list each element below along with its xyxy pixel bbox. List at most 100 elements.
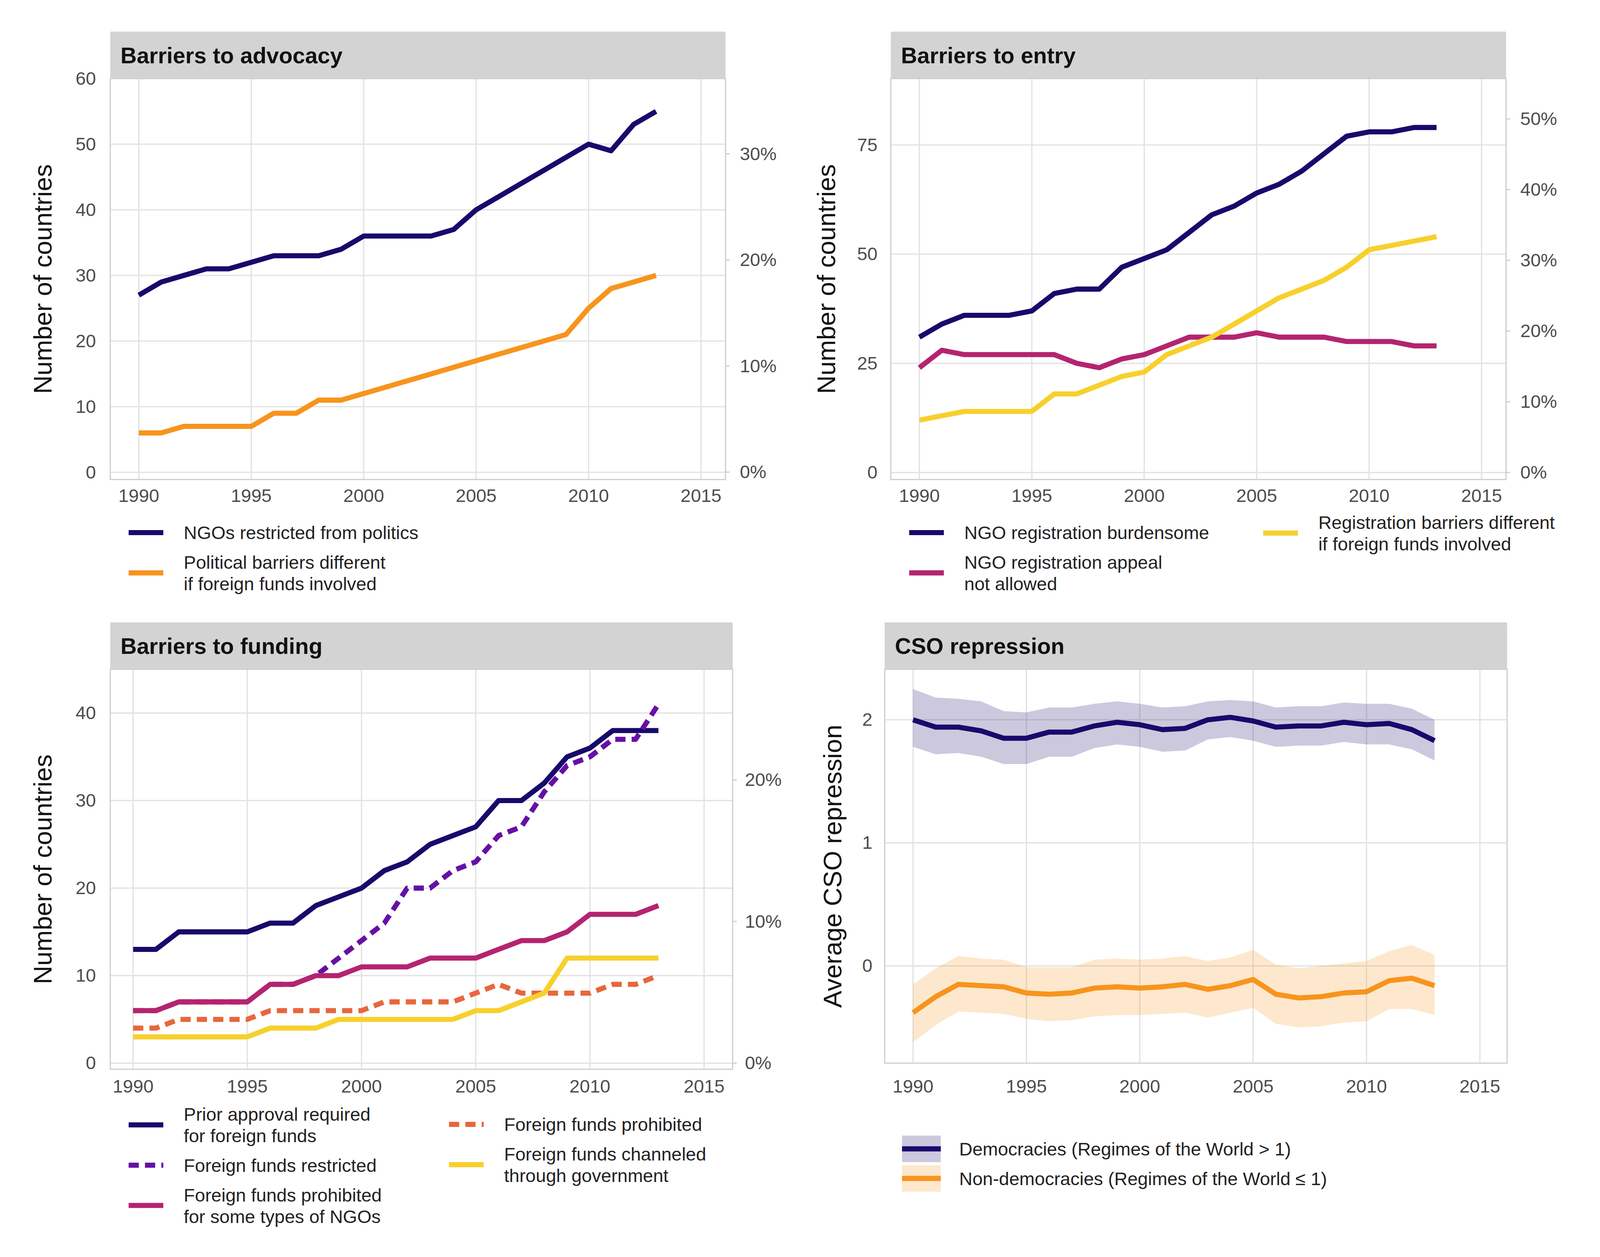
- plot-frame: [110, 78, 726, 480]
- x-grid-line: [1143, 78, 1145, 480]
- x-tick-label: 2010: [1348, 485, 1390, 506]
- x-tick-label: 2015: [680, 485, 722, 506]
- panel-title: Barriers to entry: [901, 42, 1076, 68]
- panel-title: Barriers to advocacy: [120, 42, 343, 68]
- legend-line-key: [128, 530, 164, 536]
- y2-tick-label: 50%: [1520, 108, 1558, 129]
- x-tick-label: 2000: [343, 485, 385, 506]
- legend-label: NGO registration burdensome: [964, 522, 1210, 543]
- x-grid-line: [1255, 78, 1258, 480]
- y-grid-line: [110, 712, 733, 714]
- y-grid-line: [110, 1062, 733, 1064]
- x-tick-label: 1990: [112, 1075, 154, 1097]
- legend-label: Prior approval requiredfor foreign funds: [183, 1103, 371, 1147]
- x-grid-line: [703, 669, 705, 1070]
- y2-tick-label: 30%: [739, 143, 777, 165]
- x-tick-label: 2015: [1460, 485, 1502, 506]
- x-grid-line: [589, 669, 591, 1070]
- y-grid-line: [110, 208, 726, 211]
- series-line: [919, 236, 1437, 421]
- panel-title: Barriers to funding: [120, 633, 323, 659]
- y2-tick-mark: [725, 471, 730, 473]
- legend: Prior approval requiredfor foreign funds…: [128, 1103, 707, 1227]
- legend-line-key: [128, 1203, 164, 1209]
- y2-tick-label: 10%: [739, 355, 777, 377]
- y-axis-label: Number of countries: [28, 754, 58, 984]
- legend-label-line: for some types of NGOs: [183, 1205, 381, 1227]
- legend-line-key: [1263, 530, 1299, 536]
- panel: Barriers to funding199019952000200520102…: [28, 622, 782, 1227]
- legend-label: Democracies (Regimes of the World > 1): [958, 1138, 1291, 1160]
- y-grid-line: [110, 471, 726, 473]
- y-tick-label: 50: [75, 133, 96, 155]
- x-tick-label: 2010: [569, 1075, 611, 1097]
- x-tick-label: 1990: [892, 1075, 934, 1097]
- x-grid-line: [362, 78, 365, 480]
- x-tick-label: 1995: [230, 485, 272, 506]
- title-bar: [110, 622, 733, 670]
- x-grid-line: [700, 78, 702, 480]
- plot-frame: [884, 669, 1508, 1063]
- x-grid-line: [475, 78, 477, 480]
- legend-label-line: through government: [504, 1165, 669, 1186]
- legend-label-line: not allowed: [964, 573, 1058, 595]
- legend-label-line: NGOs restricted from politics: [183, 522, 419, 543]
- series-line: [138, 275, 656, 433]
- y-tick-label: 20: [75, 877, 96, 899]
- y2-tick-label: 0%: [739, 461, 767, 483]
- y-grid-line: [890, 253, 1506, 255]
- y-axis-label: Average CSO repression: [818, 724, 847, 1008]
- y2-tick-label: 30%: [1520, 249, 1558, 271]
- legend-label-line: Non-democracies (Regimes of the World ≤ …: [958, 1167, 1327, 1189]
- x-tick-label: 1995: [1011, 485, 1053, 506]
- y-grid-line: [110, 143, 726, 145]
- x-grid-line: [1031, 78, 1033, 480]
- x-tick-label: 2005: [1236, 485, 1278, 506]
- y2-tick-mark: [1506, 118, 1511, 120]
- plot-frame: [890, 78, 1506, 480]
- legend-label-line: Foreign funds channeled: [504, 1143, 707, 1165]
- y-tick-label: 0: [85, 461, 97, 483]
- y-grid-line: [110, 405, 726, 408]
- y2-tick-label: 20%: [1520, 320, 1558, 342]
- legend-label: Foreign funds prohibitedfor some types o…: [183, 1184, 382, 1227]
- y2-tick-label: 20%: [744, 769, 782, 790]
- legend-label-line: Political barriers different: [183, 551, 386, 573]
- legend-label-line: Democracies (Regimes of the World > 1): [958, 1138, 1291, 1160]
- legend-label-line: Foreign funds prohibited: [183, 1184, 382, 1206]
- y2-tick-mark: [732, 779, 737, 781]
- x-tick-label: 2010: [1346, 1075, 1388, 1097]
- x-tick-label: 2005: [1232, 1075, 1274, 1097]
- x-grid-line: [138, 78, 140, 480]
- legend-label: Non-democracies (Regimes of the World ≤ …: [958, 1167, 1327, 1189]
- y-tick-label: 40: [75, 199, 96, 220]
- legend-line-key: [448, 1121, 484, 1127]
- y2-tick-label: 0%: [1520, 461, 1547, 483]
- y2-tick-label: 40%: [1520, 178, 1558, 200]
- legend-ribbon-key: [901, 1135, 941, 1163]
- x-tick-label: 1990: [118, 485, 160, 506]
- legend-label-line: Foreign funds prohibited: [504, 1114, 703, 1135]
- series-line: [133, 704, 659, 1011]
- legend-label: Foreign funds restricted: [183, 1154, 377, 1176]
- x-grid-line: [1480, 78, 1483, 480]
- y-grid-line: [890, 144, 1506, 146]
- legend-label-line: NGO registration appeal: [964, 551, 1163, 573]
- y2-tick-mark: [732, 921, 737, 923]
- legend: NGO registration burdensome NGO registrat…: [908, 512, 1555, 595]
- x-tick-label: 1995: [1005, 1075, 1047, 1097]
- y2-tick-mark: [1506, 189, 1511, 191]
- y-tick-label: 0: [867, 461, 878, 483]
- legend-label: Foreign funds prohibited: [504, 1114, 703, 1135]
- y-axis-label: Number of countries: [812, 164, 841, 394]
- y-grid-line: [110, 274, 726, 276]
- y2-tick-mark: [1506, 471, 1511, 474]
- y-grid-line: [110, 800, 733, 802]
- legend-line-key: [128, 570, 164, 576]
- y-tick-label: 60: [75, 67, 96, 89]
- y2-tick-mark: [1506, 401, 1511, 403]
- y-tick-label: 30: [75, 264, 96, 286]
- y2-tick-mark: [725, 259, 730, 261]
- y-tick-label: 1: [862, 832, 873, 853]
- x-tick-label: 2015: [1459, 1075, 1501, 1097]
